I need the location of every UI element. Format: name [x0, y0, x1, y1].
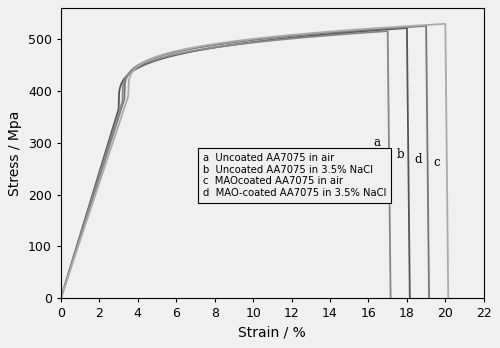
Text: b: b: [396, 148, 404, 161]
Text: a: a: [374, 136, 380, 149]
Text: d: d: [414, 153, 422, 166]
X-axis label: Strain / %: Strain / %: [238, 326, 306, 340]
Text: a  Uncoated AA7075 in air
b  Uncoated AA7075 in 3.5% NaCl
c  MAOcoated AA7075 in: a Uncoated AA7075 in air b Uncoated AA70…: [202, 153, 386, 198]
Y-axis label: Stress / Mpa: Stress / Mpa: [8, 111, 22, 196]
Text: c: c: [434, 156, 440, 168]
